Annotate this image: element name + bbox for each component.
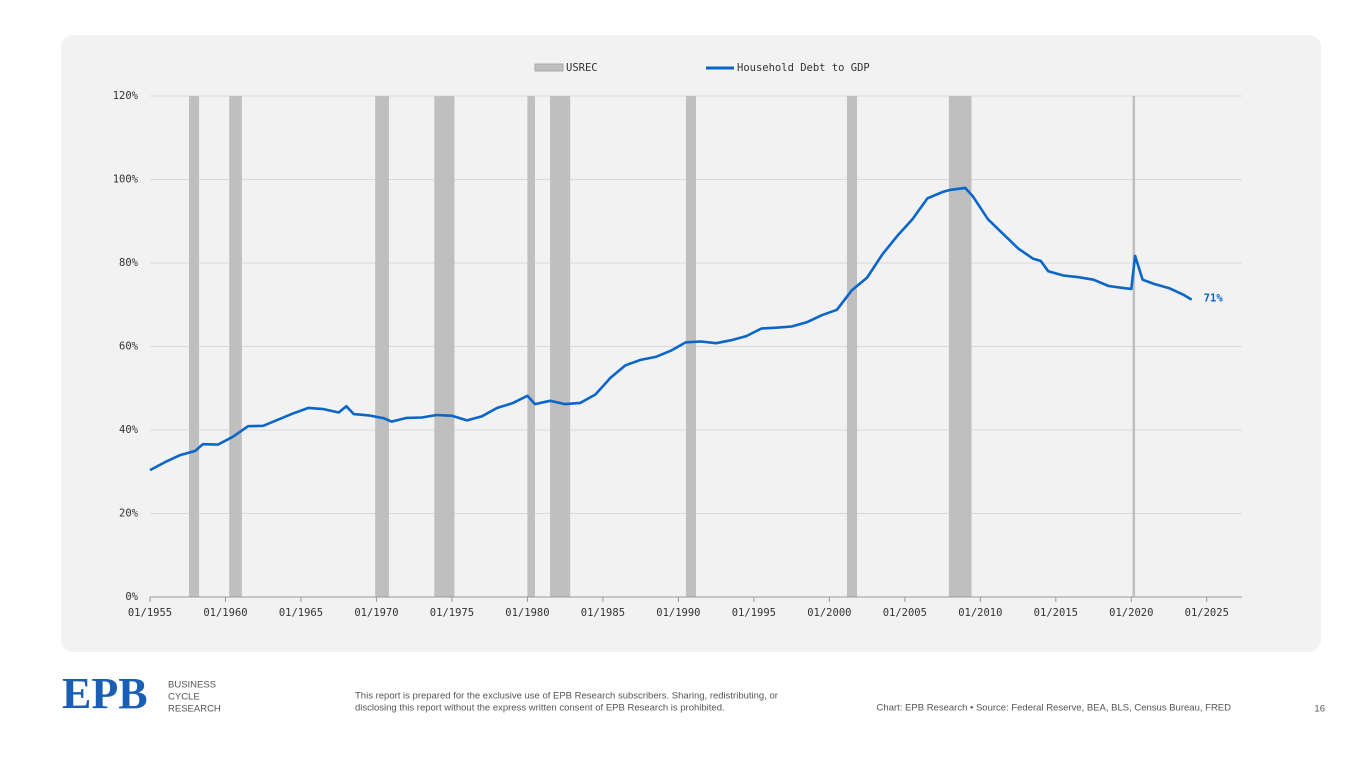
legend-label: Household Debt to GDP [737, 62, 870, 74]
y-tick-label: 120% [113, 90, 139, 102]
recession-band [189, 96, 200, 597]
recession-band [550, 96, 571, 597]
disclaimer: This report is prepared for the exclusiv… [355, 691, 778, 702]
y-tick-label: 0% [125, 591, 138, 603]
y-tick-label: 20% [119, 508, 139, 520]
x-tick-label: 01/1965 [279, 607, 323, 619]
x-tick-label: 01/2025 [1185, 607, 1229, 619]
end-label: 71% [1204, 293, 1224, 305]
source: Chart: EPB Research • Source: Federal Re… [877, 703, 1232, 714]
plot: 0% 20% 40% 60% 80% 100% 120% 01/1955 01/1960 01/1… [113, 62, 1242, 619]
tagline: RESEARCH [168, 704, 221, 715]
recession-band [527, 96, 535, 597]
logo: EPB [62, 669, 148, 718]
disclaimer: disclosing this report without the expre… [355, 703, 725, 714]
recession-band [375, 96, 390, 597]
tagline: BUSINESS [168, 680, 216, 691]
x-tick-label: 01/1960 [203, 607, 247, 619]
x-tick-label: 01/1955 [128, 607, 172, 619]
y-tick-label: 100% [113, 174, 139, 186]
y-tick-label: 80% [119, 257, 139, 269]
x-tick-label: 01/1985 [581, 607, 625, 619]
data-line [149, 186, 1193, 472]
x-tick-label: 01/2000 [807, 607, 851, 619]
recession-band [846, 96, 858, 597]
x-tick-label: 01/1975 [430, 607, 474, 619]
x-tick-label: 01/1970 [354, 607, 398, 619]
recession-band [229, 96, 242, 597]
tagline: CYCLE [168, 692, 200, 703]
x-tick-label: 01/2015 [1034, 607, 1078, 619]
recession-band [948, 96, 972, 597]
recession-band [685, 96, 696, 597]
y-tick-label: 60% [119, 341, 139, 353]
page-number: 16 [1314, 704, 1325, 715]
x-tick-label: 01/2010 [958, 607, 1002, 619]
y-tick-label: 40% [119, 424, 139, 436]
legend-label: USREC [566, 62, 598, 74]
x-tick-label: 01/2005 [883, 607, 927, 619]
recession-band [434, 96, 455, 597]
x-tick-label: 01/1980 [505, 607, 549, 619]
legend-swatch [534, 63, 564, 72]
x-tick-label: 01/1995 [732, 607, 776, 619]
x-tick-label: 01/1990 [656, 607, 700, 619]
x-tick-label: 01/2020 [1109, 607, 1153, 619]
recession-band [1132, 96, 1136, 597]
